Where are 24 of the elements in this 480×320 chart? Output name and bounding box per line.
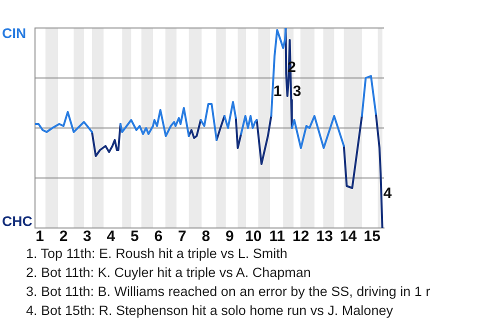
x-tick-label: 13 xyxy=(316,228,333,246)
x-tick-label: 12 xyxy=(292,228,310,246)
text: CIN xyxy=(2,24,26,41)
text: 2. Bot 11th: K. Cuyler hit a triple vs A. Chapman xyxy=(26,264,312,282)
x-tick-label: 11 xyxy=(269,228,286,246)
text: 1. Top 11th: E. Roush hit a triple vs L. Smith xyxy=(26,245,288,263)
x-tick-label: 14 xyxy=(340,228,358,246)
x-tick-label: 15 xyxy=(364,228,380,246)
x-tick-label: 9 xyxy=(226,228,234,246)
x-tick-label: 3 xyxy=(83,228,92,246)
x-tick-label: 1 xyxy=(36,228,44,246)
annotation: 3 xyxy=(292,83,302,100)
annotation: 4 xyxy=(383,185,392,202)
x-tick-label: 8 xyxy=(202,228,210,246)
x-tick-label: 6 xyxy=(154,228,163,246)
annotation: 1 xyxy=(273,83,282,100)
x-tick-label: 7 xyxy=(178,228,186,246)
x-tick-label: 10 xyxy=(245,228,262,246)
x-tick-label: 4 xyxy=(106,228,116,246)
x-tick-label: 5 xyxy=(130,228,139,246)
x-tick-label: 2 xyxy=(59,228,68,246)
text: 4. Bot 15th: R. Stephenson hit a solo home run vs J. Maloney xyxy=(26,302,394,320)
text: CHC xyxy=(2,212,32,229)
text: 3. Bot 11th: B. Williams reached on an error by the SS, driving in 1 r xyxy=(26,283,430,301)
